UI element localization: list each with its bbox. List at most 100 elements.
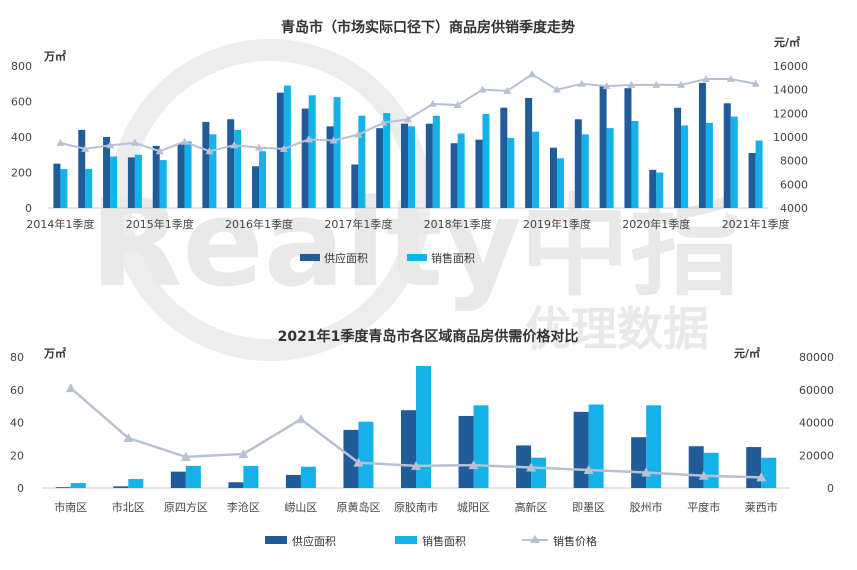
chart2-bar-sales: [416, 366, 431, 488]
chart1-bar-sales: [581, 134, 589, 208]
chart2-x-tick-label: 市北区: [112, 500, 145, 514]
chart2-bar-sales: [646, 405, 662, 488]
chart1-bar-sales: [556, 158, 564, 208]
chart1-bar-sales: [308, 95, 316, 208]
legend-sales-label: 销售面积: [431, 251, 475, 265]
chart2-bar-sales: [358, 421, 374, 488]
chart1-bar-sales: [85, 168, 93, 208]
chart1-bar-sales: [507, 137, 515, 208]
chart2-x-tick-label: 莱西市: [745, 500, 778, 514]
chart1-y-tick-label: 800: [11, 60, 32, 73]
chart1-bar-supply: [227, 119, 235, 208]
chart1-bar-supply: [525, 97, 533, 208]
chart2-y2-tick-label: 60000: [799, 384, 834, 397]
chart2-bar-supply: [343, 429, 359, 488]
chart1-y2-tick-label: 12000: [773, 107, 808, 120]
chart2-price-point: [411, 460, 421, 470]
chart1-x-tick-label: 2017年1季度: [324, 217, 392, 231]
chart2-bar-sales: [761, 457, 777, 488]
chart1-bar-sales: [482, 113, 490, 208]
chart1-price-point: [552, 85, 561, 93]
chart1-legend: 供应面积 销售面积: [300, 251, 475, 265]
chart1-price-point: [205, 147, 214, 155]
chart1-bar-sales: [606, 128, 614, 208]
chart1-y-tick-label: 600: [11, 96, 32, 109]
chart2-price-point: [65, 383, 76, 393]
chart1-price-point: [528, 70, 537, 78]
chart1-bar-supply: [723, 103, 731, 208]
chart2-y-tick-label: 20: [10, 449, 24, 462]
chart1-bar-supply: [53, 163, 61, 208]
chart2-bar-supply: [113, 486, 129, 488]
chart2-bar-sales: [473, 405, 489, 488]
chart2-bar-sales: [300, 466, 316, 488]
chart2-bar-sales: [703, 452, 719, 488]
chart1-price-point: [677, 80, 686, 88]
chart2-title: 2021年1季度青岛市各区域商品房供需价格对比: [278, 328, 579, 345]
chart2-price-point: [123, 433, 134, 443]
chart1-left-unit: 万㎡: [43, 49, 66, 63]
chart1-bar-supply: [624, 88, 632, 208]
chart1-price-point: [155, 147, 164, 155]
chart2-y-tick-label: 40: [10, 417, 24, 430]
chart2-y2-tick-label: 0: [827, 482, 834, 495]
chart1-bar-sales: [184, 141, 192, 208]
chart1-bar-supply: [326, 126, 334, 208]
chart2-price-point: [526, 462, 537, 472]
chart1-bar-supply: [574, 119, 582, 208]
chart1-bar-sales: [755, 140, 763, 208]
chart1-y2-tick-label: 10000: [773, 131, 808, 144]
chart2-bar-supply: [688, 446, 704, 488]
chart1-x-tick-label: 2018年1季度: [424, 217, 492, 231]
chart1-price-point: [404, 115, 412, 123]
chart1-price-point: [428, 99, 437, 107]
chart1-price-point: [106, 141, 115, 149]
chart1-bar-sales: [358, 115, 366, 208]
legend2-price-marker: [530, 535, 540, 543]
chart1-price-point: [726, 75, 735, 83]
chart2-axes: 0 20 40 60 80 0 20000 40000 60000 80000 市南区 市北区 原四方区…: [10, 351, 834, 514]
chart2-price-point: [238, 448, 249, 458]
chart1-bar-supply: [425, 123, 433, 208]
legend-sales-swatch: [407, 254, 427, 261]
chart2-x-tick-label: 高新区: [515, 500, 548, 514]
legend2-supply-label: 供应面积: [292, 534, 336, 548]
chart1-price-point: [130, 138, 139, 146]
chart2-price-line: [65, 383, 767, 482]
chart1-bar-supply: [475, 139, 483, 208]
chart1-x-tick-label: 2021年1季度: [722, 217, 790, 231]
chart1-price-point: [503, 86, 512, 94]
chart1-bar-supply: [127, 157, 135, 208]
chart1-bar-supply: [649, 169, 657, 208]
chart2-x-tick-label: 平度市: [687, 500, 720, 514]
chart2-x-tick-label: 原黄岛区: [336, 500, 380, 514]
chart2-bar-sales: [128, 478, 144, 488]
chart1-bar-sales: [110, 156, 118, 208]
chart1-bar-sales: [209, 134, 217, 208]
chart1-price-point: [230, 141, 239, 149]
chart1-title: 青岛市（市场实际口径下）商品房供销季度走势: [281, 19, 575, 36]
chart1-price-point: [329, 136, 338, 144]
chart2-right-unit: 元/㎡: [734, 346, 760, 360]
chart1-y2-tick-label: 14000: [773, 84, 808, 97]
chart1-bar-sales: [681, 125, 689, 208]
chart1-bar-supply: [276, 92, 284, 208]
chart2-bar-supply: [285, 474, 301, 488]
legend2-sales-label: 销售面积: [422, 534, 466, 548]
chart1-x-tick-label: 2015年1季度: [126, 217, 194, 231]
chart2-y2-tick-label: 20000: [799, 449, 834, 462]
chart1-bar-sales: [234, 129, 242, 208]
chart2-bar-supply: [573, 411, 589, 488]
chart2-price-point: [756, 472, 767, 482]
chart1-bar-sales: [656, 172, 664, 208]
chart1-price-point: [701, 75, 710, 83]
chart1-price-line: [56, 70, 760, 155]
chart2-bar-supply: [401, 410, 416, 488]
chart1-bar-sales: [159, 160, 167, 208]
legend2-supply-swatch: [265, 536, 287, 544]
chart1-price-point: [56, 138, 65, 146]
chart1-bar-supply: [103, 137, 111, 208]
chart2-bar-supply: [55, 487, 71, 488]
chart1-bar-sales: [383, 113, 391, 208]
chart1-bar-supply: [401, 123, 408, 208]
